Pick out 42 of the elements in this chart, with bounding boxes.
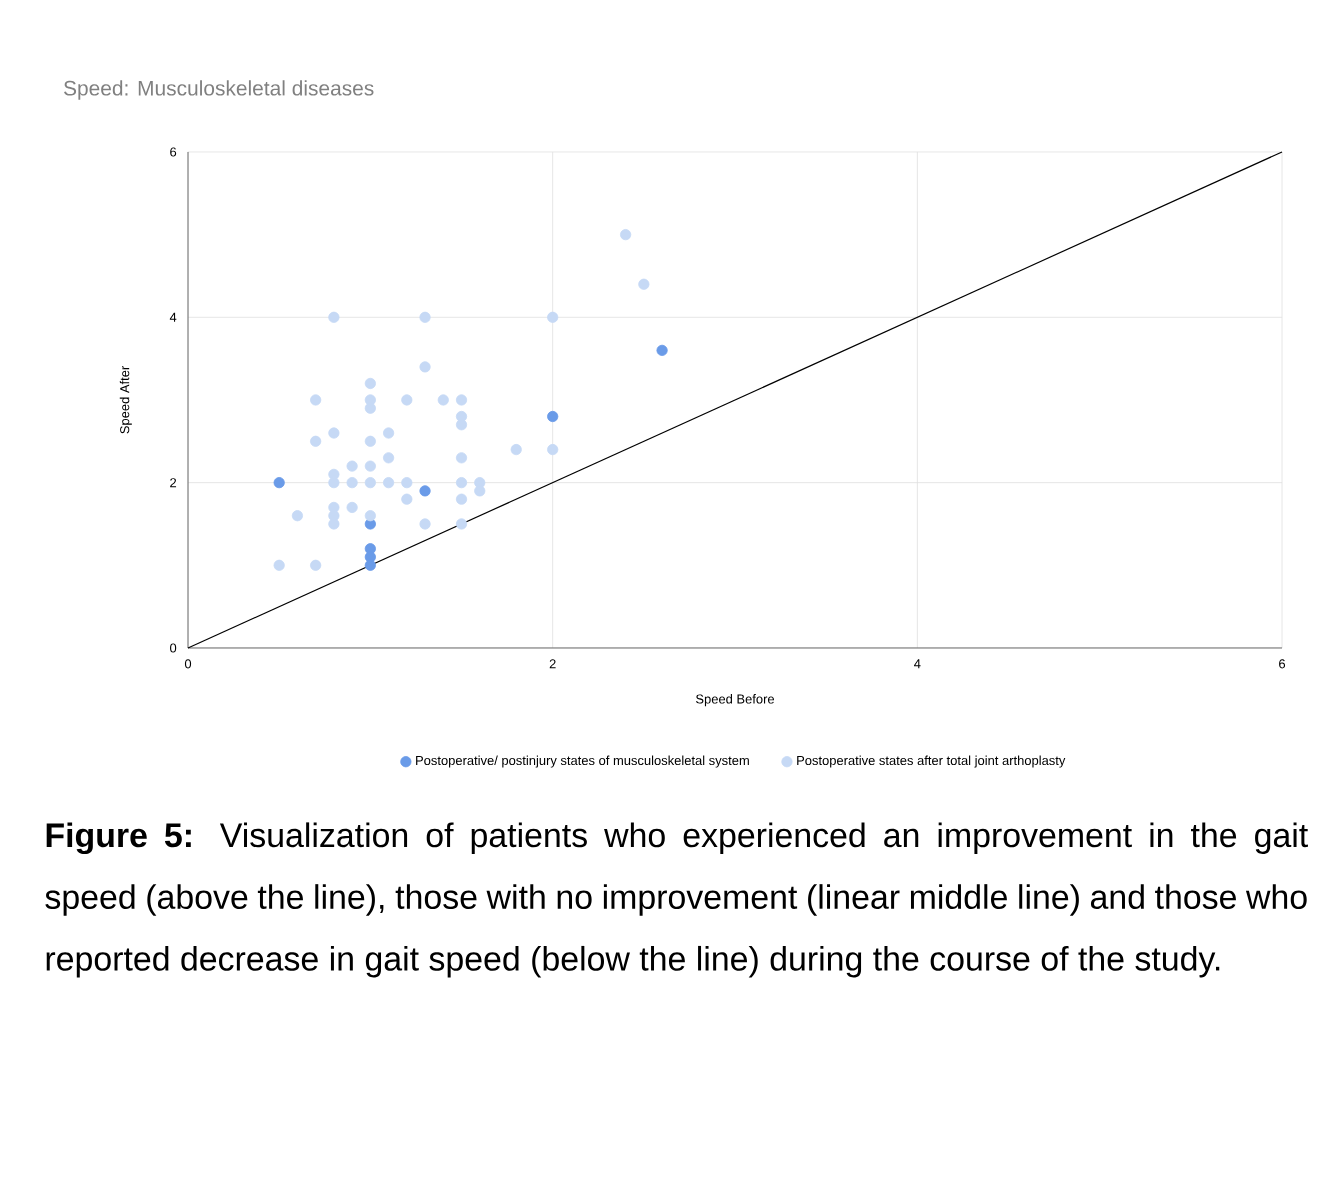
point (364, 460, 376, 472)
point (419, 518, 431, 530)
point (364, 435, 376, 447)
point (291, 510, 304, 522)
point (510, 443, 522, 456)
point (620, 229, 632, 241)
point (455, 493, 468, 505)
point (328, 477, 340, 489)
point (638, 278, 650, 290)
point (310, 394, 322, 406)
point (656, 344, 668, 356)
point (273, 477, 285, 489)
point (382, 477, 395, 489)
point (455, 477, 468, 489)
point (382, 427, 395, 439)
point (310, 435, 322, 447)
point (310, 559, 322, 571)
point (364, 477, 376, 489)
point (547, 311, 559, 323)
point (419, 361, 431, 373)
chart-title: Speed: Musculoskeletal diseases (63, 80, 374, 100)
point (401, 477, 413, 489)
point (547, 410, 559, 423)
point (401, 493, 413, 505)
point (455, 518, 468, 530)
point (364, 377, 376, 390)
point (455, 452, 468, 464)
point (401, 394, 413, 406)
point (382, 452, 395, 464)
point (346, 501, 358, 514)
point (437, 394, 449, 406)
point (455, 394, 468, 406)
point (346, 477, 358, 489)
point (419, 485, 431, 497)
text: Figure 5: Visualization of patients who experienced an improvement in the gait speed (above the line), those with no improvement (linear middle line) and those who reported decrease in gait speed (below the line) during the course of the study. (45, 822, 1308, 978)
point (419, 311, 431, 323)
point (273, 559, 285, 571)
point (328, 427, 340, 439)
point (547, 443, 559, 456)
point (346, 460, 358, 472)
point (364, 510, 376, 522)
point (328, 311, 340, 323)
